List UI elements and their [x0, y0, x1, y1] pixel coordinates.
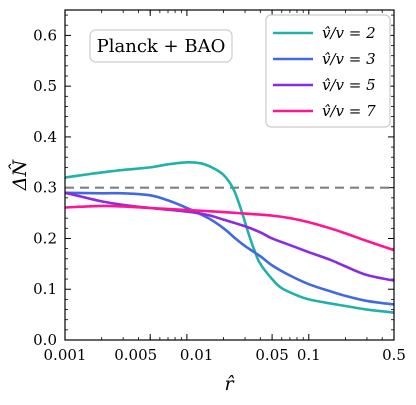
annotation-box: Planck + BAO [89, 29, 233, 63]
x-axis-label: r̂ [224, 373, 235, 395]
legend-label-3: v̂/v = 7 [322, 102, 376, 120]
legend-label-1: v̂/v = 3 [322, 50, 376, 68]
y-tick-label: 0.2 [33, 229, 57, 247]
annotation-frame [89, 29, 233, 63]
legend-frame [265, 14, 391, 128]
plot-frame [64, 9, 395, 341]
y-tick-label: 0.6 [33, 26, 57, 44]
y-axis-label: ΔN̂ [9, 158, 31, 191]
axis-ticks: 0.001 0.005 0.01 0.05 0.1 0.5 0.0 0.1 0.2 0.3 0.4 0… [33, 10, 406, 364]
y-tick-label: 0.4 [33, 128, 57, 146]
legend-label-0: v̂/v = 2 [322, 24, 376, 42]
y-tick-label: 0.5 [33, 77, 57, 95]
legend: v̂/v = 2 v̂/v = 3 v̂/v = 5 v̂/v = 7 [265, 14, 391, 128]
x-tick-label: 0.5 [382, 346, 406, 364]
y-tick-label: 0.1 [33, 280, 57, 298]
series-line-1 [65, 191, 394, 306]
series-line-0 [65, 160, 394, 314]
y-tick-label: 0.0 [33, 331, 57, 349]
series-line-3 [65, 204, 394, 252]
series-line-2 [65, 191, 394, 282]
series-lines [65, 160, 394, 314]
x-tick-label: 0.005 [114, 346, 157, 364]
y-tick-label: 0.3 [33, 179, 57, 197]
x-tick-label: 0.01 [180, 346, 213, 364]
x-tick-label: 0.1 [297, 346, 321, 364]
legend-label-2: v̂/v = 5 [322, 76, 376, 94]
annotation-text: Planck + BAO [97, 36, 226, 57]
x-tick-label: 0.05 [255, 346, 288, 364]
x-tick-label: 0.001 [44, 346, 87, 364]
